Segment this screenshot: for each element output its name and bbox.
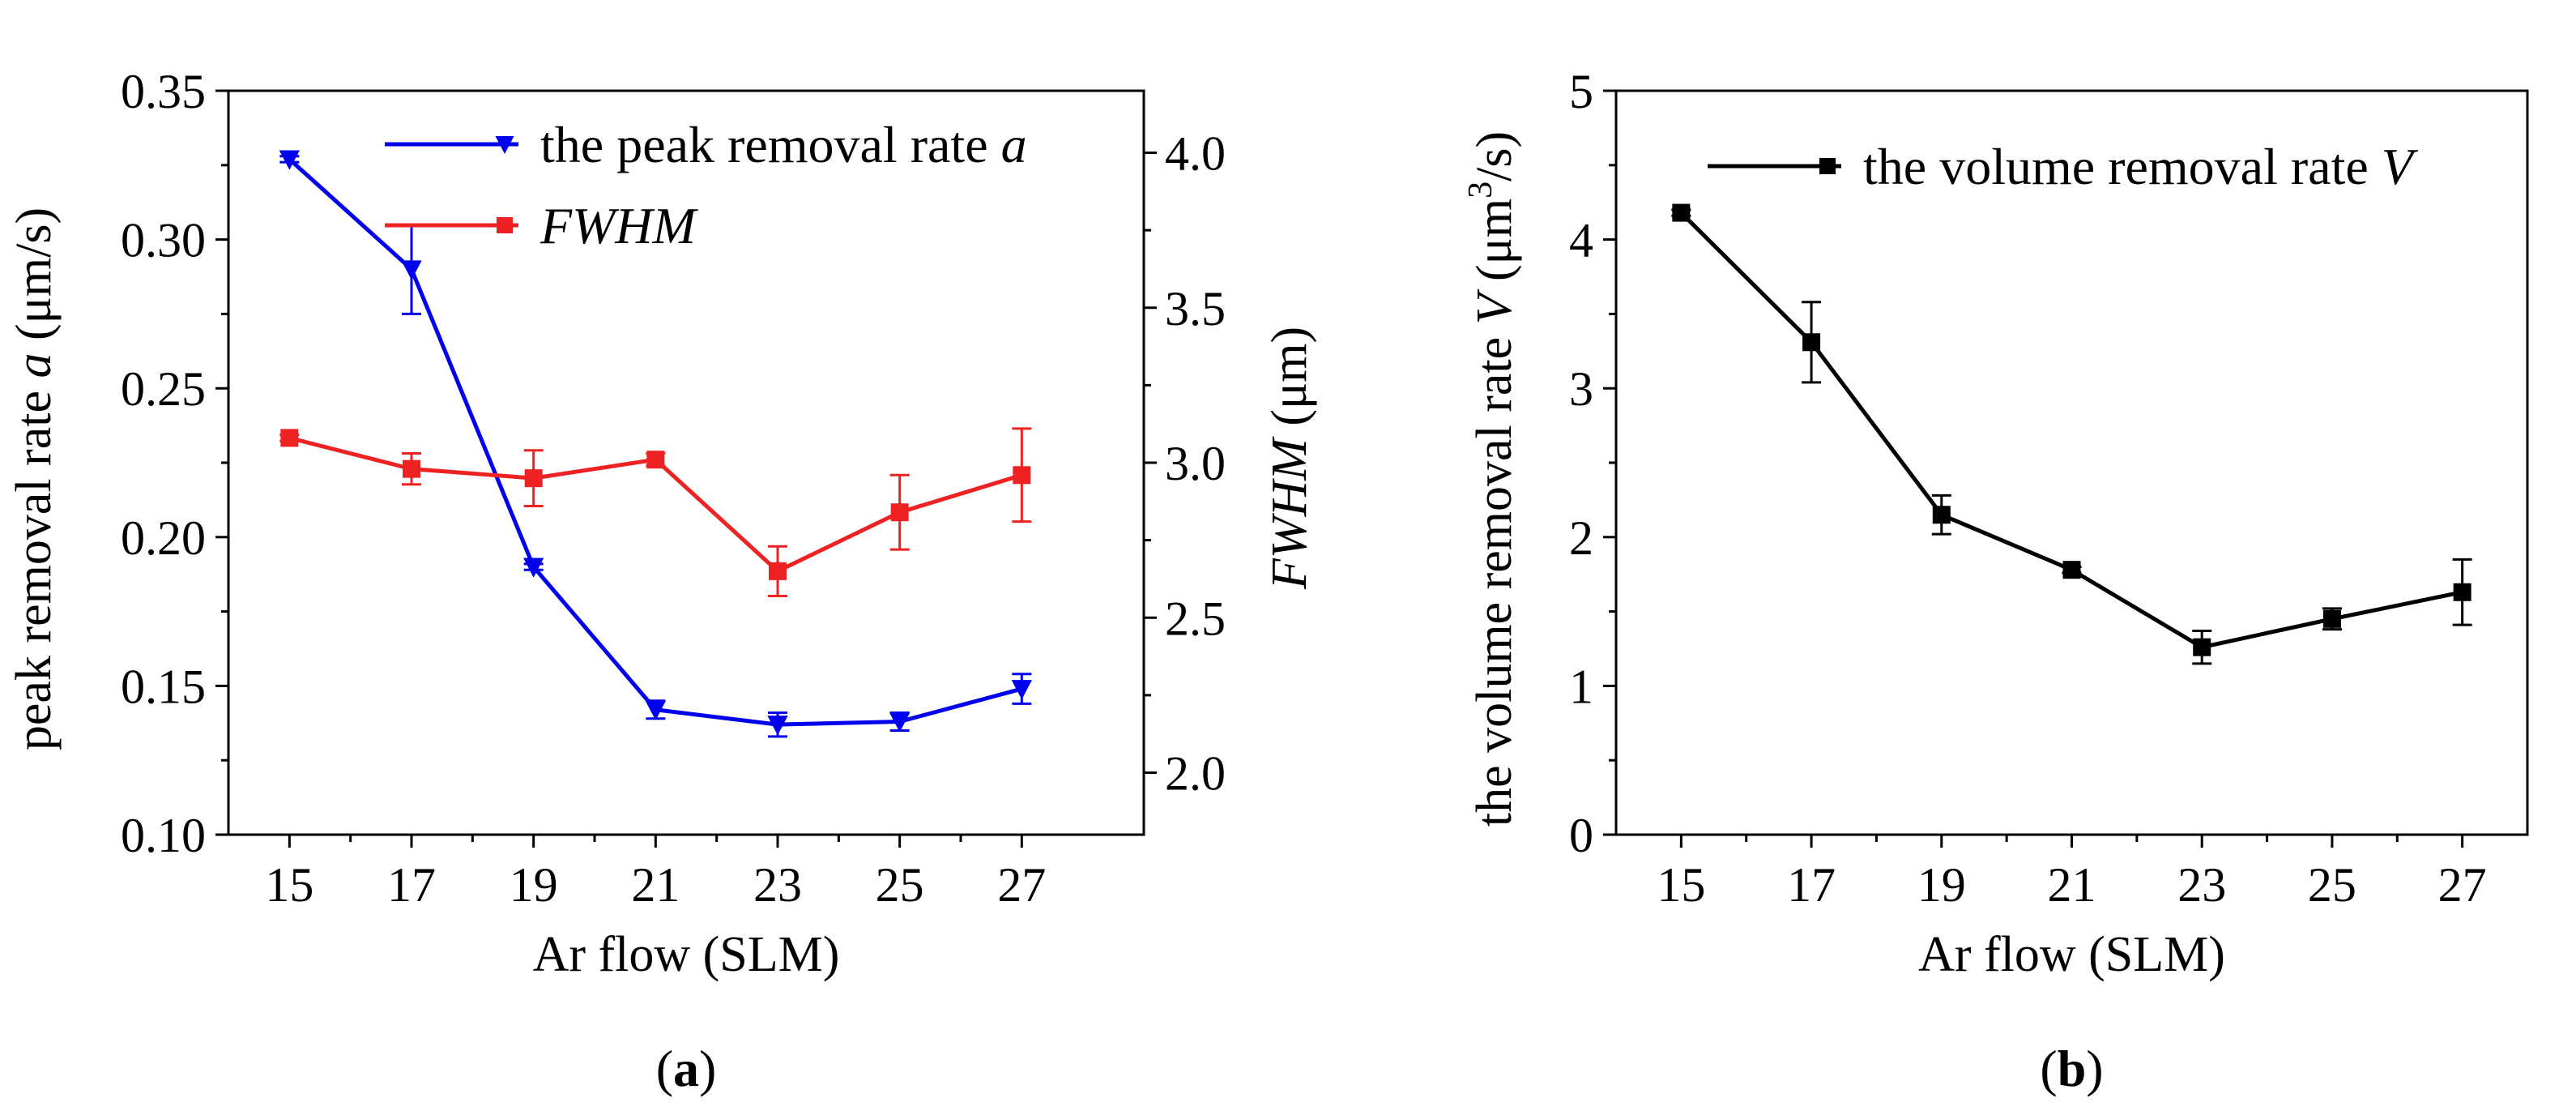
triangle-marker xyxy=(279,150,300,170)
x-axis-label: Ar flow (SLM) xyxy=(1918,927,2225,982)
square-marker xyxy=(646,451,665,469)
y-tick-label: 2 xyxy=(1569,511,1593,565)
square-marker xyxy=(403,459,420,478)
x-axis-label: Ar flow (SLM) xyxy=(533,927,840,982)
square-marker xyxy=(280,429,299,447)
y-tick-label: 0.35 xyxy=(121,65,206,118)
x-tick-label: 15 xyxy=(1657,858,1705,912)
triangle-marker xyxy=(523,558,544,578)
square-marker xyxy=(524,469,543,488)
panel-caption: (a) xyxy=(656,1040,717,1097)
y-right-axis-label: FWHM (μm) xyxy=(1262,327,1317,590)
x-tick-label: 21 xyxy=(631,858,680,912)
square-marker xyxy=(1819,158,1836,174)
square-marker xyxy=(769,562,787,580)
chart-panel-a: 15 17 19 21 23 25 27 Ar flow (SLM) 0.10 0.15 0.20 0… xyxy=(6,65,1317,1097)
x-tick-label: 17 xyxy=(1787,858,1836,912)
plot-frame xyxy=(1614,89,2529,836)
x-tick-label: 23 xyxy=(753,858,802,912)
legend-entry: the peak removal rate a xyxy=(385,116,1027,173)
triangle-marker xyxy=(767,716,788,736)
x-tick-label: 15 xyxy=(265,858,313,912)
triangle-marker xyxy=(495,136,514,154)
x-tick-label: 19 xyxy=(510,858,558,912)
y-tick-label: 4 xyxy=(1569,214,1593,267)
y-tick-label: 0.15 xyxy=(121,660,206,713)
triangle-marker xyxy=(1011,680,1032,700)
triangle-marker xyxy=(889,712,911,733)
y-tick-label: 0.10 xyxy=(121,809,206,862)
square-marker xyxy=(890,503,909,522)
y-axis-label: the volume removal rate V (μm3/s) xyxy=(1462,131,1522,827)
y-axis-label: peak removal rate a (μm/s) xyxy=(6,207,62,750)
legend-entry: FWHM xyxy=(385,197,699,254)
x-tick-label: 19 xyxy=(1917,858,1966,912)
y-right-tick-label: 2.5 xyxy=(1165,592,1226,645)
triangle-marker xyxy=(645,700,666,720)
y-tick-label: 1 xyxy=(1569,660,1593,713)
y-right-tick-label: 3.0 xyxy=(1165,437,1226,490)
y-right-tick-label: 4.0 xyxy=(1165,127,1226,181)
legend-label: FWHM xyxy=(540,197,699,254)
square-marker xyxy=(1013,466,1031,485)
x-tick-label: 21 xyxy=(2048,858,2096,912)
square-marker xyxy=(1932,506,1951,524)
y-tick-label: 0.20 xyxy=(121,511,206,565)
y-tick-label: 0.30 xyxy=(121,214,206,267)
square-marker xyxy=(2322,609,2341,628)
y-tick-label: 0 xyxy=(1569,809,1593,862)
x-tick-label: 23 xyxy=(2177,858,2226,912)
x-tick-label: 25 xyxy=(2308,858,2356,912)
x-tick-label: 17 xyxy=(387,858,436,912)
series-1 xyxy=(279,427,1032,597)
panel-caption: (b) xyxy=(2040,1040,2103,1097)
y-tick-label: 3 xyxy=(1569,362,1593,416)
legend-label: the peak removal rate a xyxy=(540,116,1027,173)
square-marker xyxy=(2062,561,2081,579)
x-tick-label: 27 xyxy=(2438,858,2487,912)
y-right-tick-label: 3.5 xyxy=(1165,282,1226,335)
y-right-tick-label: 2.0 xyxy=(1165,747,1226,801)
square-marker xyxy=(1802,333,1821,352)
square-marker xyxy=(2453,583,2472,601)
square-marker xyxy=(497,217,513,233)
triangle-marker xyxy=(401,260,422,280)
y-tick-label: 0.25 xyxy=(121,362,206,416)
square-marker xyxy=(1672,203,1691,222)
x-tick-label: 27 xyxy=(997,858,1046,912)
x-tick-label: 25 xyxy=(876,858,924,912)
legend-label: the volume removal rate V xyxy=(1863,138,2419,195)
series-0 xyxy=(279,150,1032,738)
series-line xyxy=(1679,211,2463,650)
y-tick-label: 5 xyxy=(1569,65,1593,118)
square-marker xyxy=(2193,638,2211,656)
series-0 xyxy=(1671,203,2472,665)
legend-entry: the volume removal rate V xyxy=(1708,138,2419,195)
